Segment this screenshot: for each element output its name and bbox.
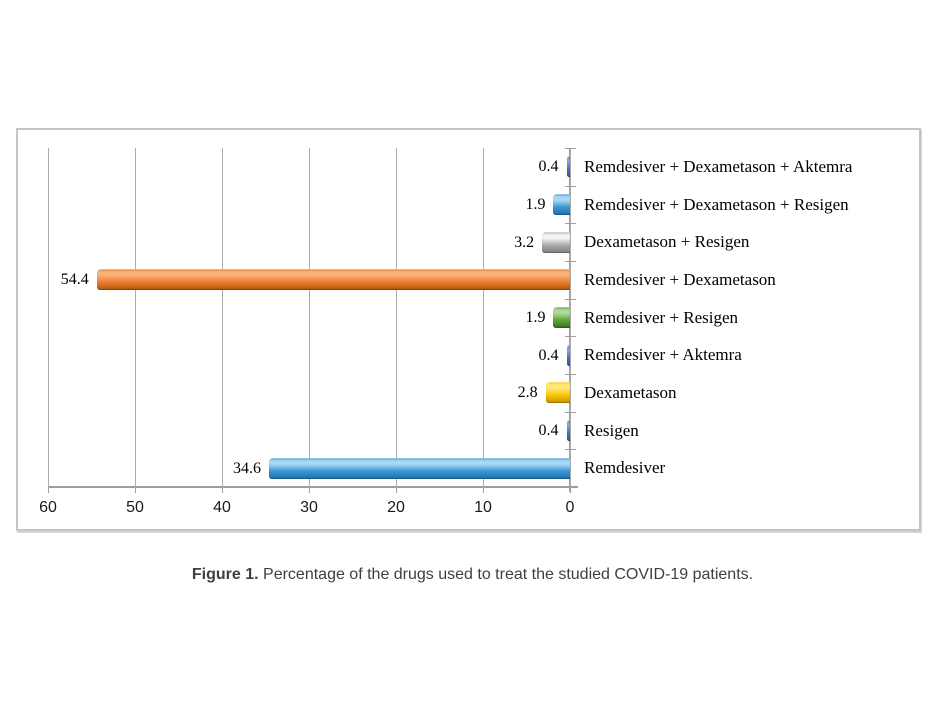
category-label-remdesiver-resigen: Remdesiver + Resigen — [584, 307, 739, 327]
gridline-60 — [48, 148, 49, 487]
category-axis-tick — [565, 148, 576, 149]
x-axis-tick-10 — [483, 487, 484, 493]
category-label-remdesiver-dexametason: Remdesiver + Dexametason — [584, 269, 776, 289]
figure-caption-text: Percentage of the drugs used to treat th… — [258, 566, 754, 583]
bar-remdesiver — [268, 457, 570, 479]
figure-caption: Figure 1. Percentage of the drugs used t… — [0, 566, 945, 584]
value-axis-line — [48, 486, 578, 488]
x-axis-tick-30 — [309, 487, 310, 493]
value-label-remdesiver: 34.6 — [232, 459, 261, 477]
gridline-20 — [396, 148, 397, 487]
value-label-remdesiver-dexametason-aktemra: 0.4 — [538, 158, 559, 176]
category-label-remdesiver: Remdesiver — [584, 458, 666, 478]
category-axis-tick — [565, 261, 576, 262]
value-label-remdesiver-resigen: 1.9 — [525, 309, 546, 326]
bar-remdesiver-aktemra — [566, 344, 570, 366]
gridline-50 — [135, 148, 136, 487]
category-label-resigen: Resigen — [584, 420, 639, 440]
value-label-dexametason: 2.8 — [517, 384, 538, 402]
bar-dexametason — [545, 382, 570, 404]
category-axis-tick — [565, 487, 576, 488]
x-tick-label-40: 40 — [213, 499, 231, 516]
bar-remdesiver-dexametason-resigen — [553, 194, 570, 215]
category-label-remdesiver-dexametason-resigen: Remdesiver + Dexametason + Resigen — [584, 194, 849, 214]
x-tick-label-30: 30 — [300, 499, 318, 516]
category-axis-tick — [565, 412, 576, 413]
x-axis-tick-20 — [396, 487, 397, 493]
value-label-dexametason-resigen: 3.2 — [514, 233, 535, 251]
category-axis-tick — [565, 223, 576, 224]
category-label-dexametason: Dexametason — [584, 382, 677, 402]
x-axis-tick-50 — [135, 487, 136, 493]
value-label-resigen: 0.4 — [538, 422, 559, 439]
gridline-0 — [570, 148, 571, 487]
bar-remdesiver-resigen — [553, 307, 570, 328]
gridline-40 — [222, 148, 223, 487]
x-axis-tick-60 — [48, 487, 49, 493]
category-axis-tick — [565, 186, 576, 187]
x-tick-label-50: 50 — [126, 499, 144, 516]
figure-caption-label: Figure 1. — [191, 566, 259, 583]
bar-resigen — [566, 420, 570, 441]
category-axis-tick — [565, 336, 576, 337]
x-tick-label-20: 20 — [387, 499, 405, 516]
bar-dexametason-resigen — [542, 231, 570, 253]
category-axis-tick — [565, 299, 576, 300]
value-label-remdesiver-aktemra: 0.4 — [538, 346, 559, 364]
chart-frame: 0.4 1.9 3.2 54.4 1.9 0.4 2.8 0.4 34.6 60 50 40 30 20… — [16, 128, 921, 531]
gridline-10 — [483, 148, 484, 487]
x-tick-label-0: 0 — [565, 499, 575, 516]
gridline-30 — [309, 148, 310, 487]
category-label-dexametason-resigen: Dexametason + Resigen — [584, 232, 750, 252]
bar-remdesiver-dexametason-aktemra — [566, 156, 570, 178]
x-tick-label-10: 10 — [474, 499, 492, 516]
x-axis-tick-0 — [570, 487, 571, 493]
x-axis-tick-40 — [222, 487, 223, 493]
plot-area: 0.4 1.9 3.2 54.4 1.9 0.4 2.8 0.4 34.6 — [48, 148, 578, 493]
category-axis-tick — [565, 374, 576, 375]
bar-remdesiver-dexametason — [96, 269, 570, 291]
category-label-remdesiver-aktemra: Remdesiver + Aktemra — [584, 345, 742, 365]
x-tick-label-60: 60 — [39, 499, 57, 516]
category-label-remdesiver-dexametason-aktemra: Remdesiver + Dexametason + Aktemra — [584, 156, 853, 176]
value-label-remdesiver-dexametason: 54.4 — [60, 271, 89, 289]
value-label-remdesiver-dexametason-resigen: 1.9 — [525, 196, 546, 213]
category-axis-tick — [565, 449, 576, 450]
